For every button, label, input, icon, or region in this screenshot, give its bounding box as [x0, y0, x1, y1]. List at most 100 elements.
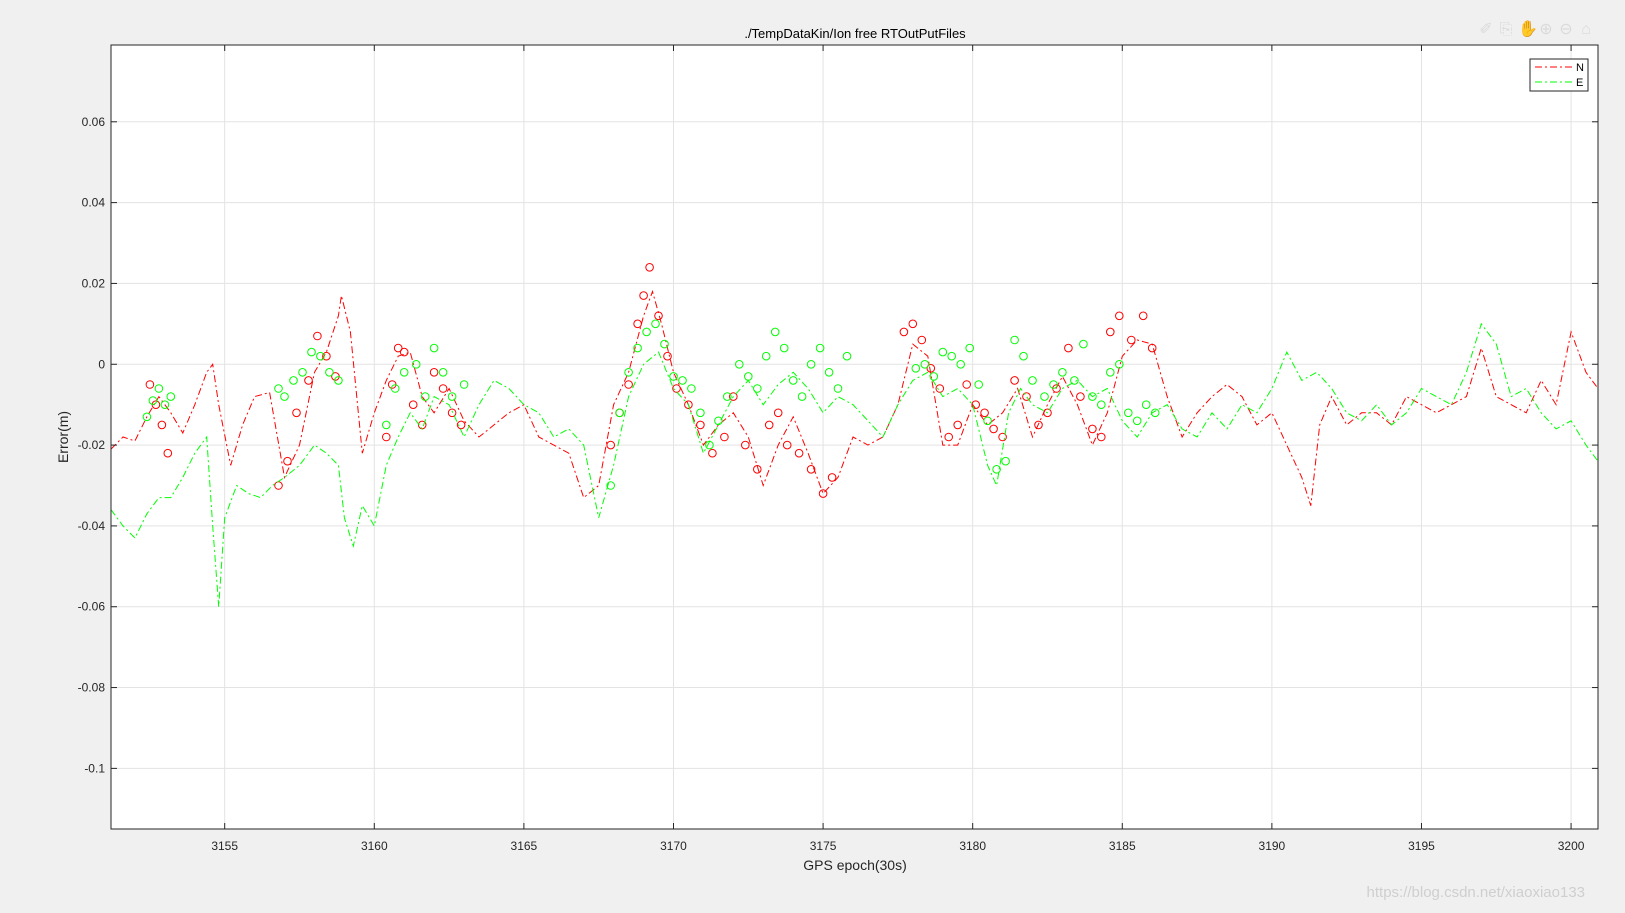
series-n-point: [1138, 311, 1148, 321]
series-n-point: [145, 380, 155, 389]
brush-icon[interactable]: ✐: [1479, 21, 1493, 38]
series-n-point: [917, 335, 927, 345]
series-n-point: [998, 432, 1007, 442]
series-n-point: [926, 364, 936, 373]
y-tick-label: -0.1: [84, 761, 105, 775]
series-n-point: [624, 380, 633, 389]
series-e-point: [1141, 400, 1151, 410]
series-n-point: [773, 408, 783, 418]
x-tick-label: 3200: [1558, 839, 1585, 853]
home-icon[interactable]: ⌂: [1581, 21, 1591, 38]
series-n-point: [764, 420, 774, 430]
series-n-point: [1127, 335, 1136, 345]
series-e-point: [744, 372, 753, 381]
series-n-point: [382, 432, 391, 442]
series-e-point: [833, 384, 843, 393]
series-e-point: [696, 408, 705, 418]
series-e-point: [1049, 380, 1058, 389]
series-n-point: [696, 420, 705, 430]
series-e-point: [459, 380, 469, 389]
series-e-point: [705, 440, 714, 450]
series-e-point: [920, 360, 930, 369]
series-e-point: [779, 343, 789, 353]
series-n-point: [794, 448, 804, 458]
series-n-point: [827, 473, 837, 482]
x-tick-label: 3190: [1259, 839, 1286, 853]
series-e-point: [447, 392, 457, 401]
series-e-point: [842, 351, 852, 361]
series-e-point: [911, 364, 921, 373]
export-icon[interactable]: ⎘: [1499, 21, 1513, 38]
series-n-point: [980, 408, 989, 418]
series-e-point: [1040, 392, 1049, 401]
zoom-in-icon[interactable]: ⊕: [1539, 21, 1553, 38]
series-e-point: [325, 368, 334, 377]
series-e-point: [1115, 360, 1124, 369]
grid-lines: [111, 45, 1598, 829]
y-axis-label: Error(m): [55, 411, 71, 463]
y-tick-label: -0.06: [78, 600, 106, 614]
series-n-point: [304, 376, 313, 385]
series-e-point: [797, 392, 807, 401]
series-n-point: [806, 465, 816, 474]
series-n-point: [429, 368, 439, 377]
watermark: https://blog.csdn.net/xiaoxiao133: [1366, 884, 1585, 901]
series-n-point: [313, 331, 322, 341]
series-n-point: [438, 384, 448, 393]
series-n-point: [654, 311, 663, 321]
series-e-point: [815, 343, 825, 353]
series-n-point: [729, 392, 738, 401]
x-tick-label: 3160: [361, 839, 388, 853]
series-n-point: [1106, 327, 1115, 337]
series-e-point: [334, 376, 343, 385]
series-e-point: [1150, 408, 1160, 418]
series-e-point: [606, 481, 616, 490]
series-e-point: [753, 384, 762, 393]
series-e-point: [633, 343, 642, 353]
series-e-point: [1019, 351, 1028, 361]
series-e-point: [1058, 368, 1067, 377]
series-e-point: [687, 384, 696, 393]
series-n-point: [1076, 392, 1085, 401]
series-e-point: [1028, 376, 1037, 385]
series-n-point: [962, 380, 972, 389]
series-e-point: [669, 372, 678, 381]
series-n-point: [753, 465, 762, 474]
series-e-point: [429, 343, 439, 353]
axes-background: [111, 45, 1598, 829]
y-tick-label: 0.02: [82, 276, 106, 290]
series-e-point: [770, 327, 780, 337]
series-e-point: [280, 392, 289, 401]
zoom-out-icon[interactable]: ⊖: [1559, 21, 1573, 38]
series-e-point: [1010, 335, 1019, 345]
series-e-point: [983, 416, 992, 426]
series-e-point: [678, 376, 687, 385]
series-n-point: [989, 424, 998, 434]
series-n-point: [720, 432, 729, 442]
series-e-point: [166, 392, 176, 401]
series-n-point: [971, 400, 981, 410]
series-n-point: [708, 448, 717, 458]
series-e-point: [390, 384, 400, 393]
series-n-point: [606, 440, 616, 450]
series-n-point: [1043, 408, 1052, 418]
series-e-point: [824, 368, 834, 377]
series-n-point: [818, 489, 828, 498]
series-e-point: [723, 392, 732, 401]
series-n-point: [1064, 343, 1073, 353]
series-e-point: [1088, 392, 1097, 401]
legend[interactable]: N E: [1529, 58, 1589, 92]
series-n-point: [408, 400, 418, 410]
x-tick-label: 3195: [1408, 839, 1435, 853]
series-n-point: [908, 319, 918, 329]
series-n-point: [953, 420, 963, 430]
series-n-point: [283, 456, 292, 466]
y-tick-label: 0: [98, 357, 105, 371]
series-n-point: [663, 351, 672, 361]
series-n-point: [456, 420, 466, 430]
series-e-point: [1079, 339, 1088, 349]
hand-icon[interactable]: ✋: [1518, 21, 1538, 38]
series-e-point: [761, 351, 771, 361]
series-e-point: [992, 465, 1001, 474]
series-e-point: [956, 360, 966, 369]
